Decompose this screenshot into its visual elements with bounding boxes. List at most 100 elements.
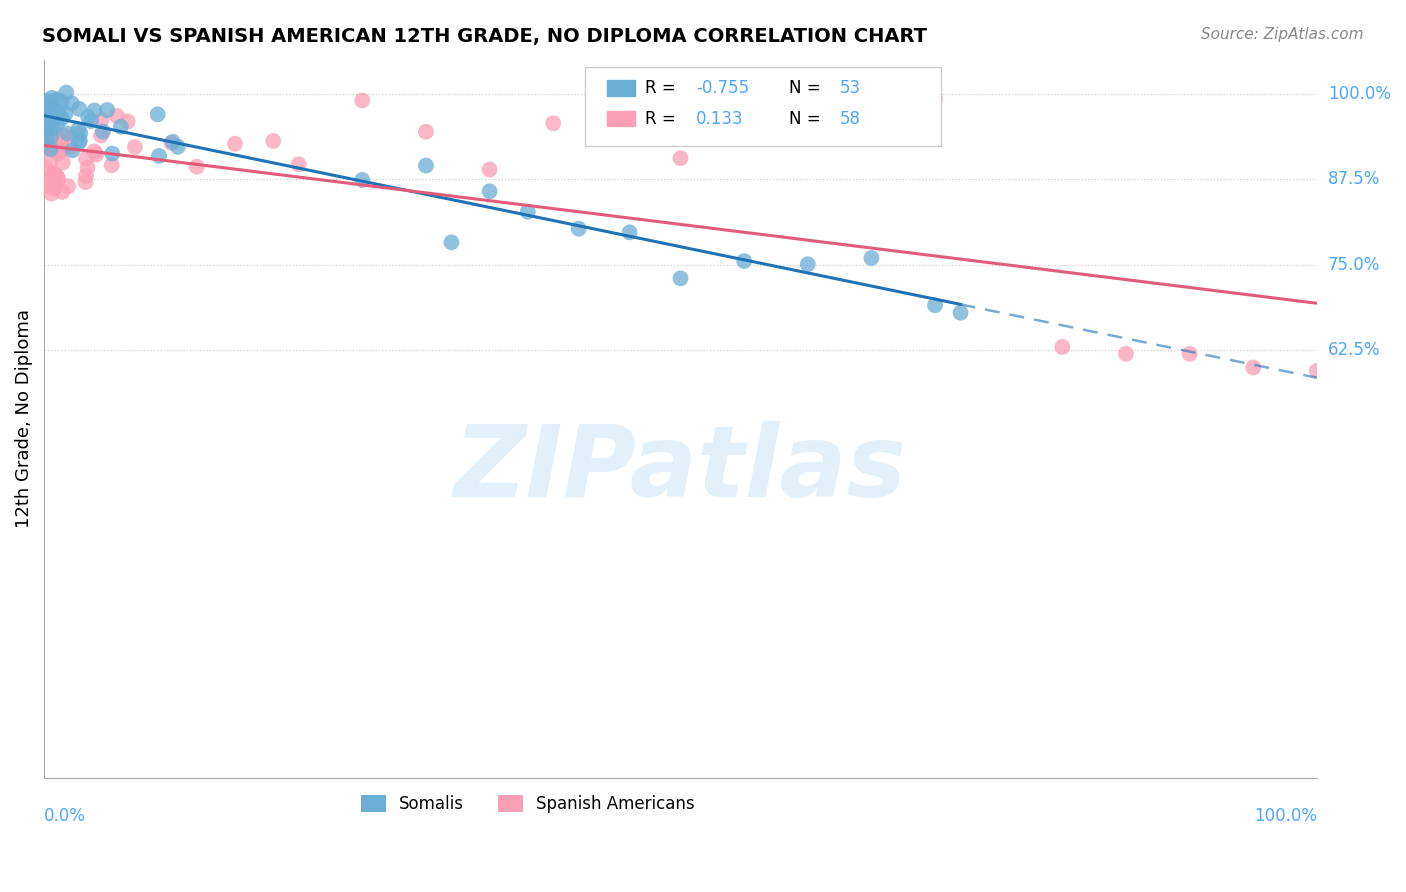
- Point: [63, 128, 86, 142]
- Point: [541, 116, 564, 130]
- Point: [76, 161, 98, 175]
- Point: [440, 235, 463, 250]
- Point: [117, 114, 139, 128]
- Point: [41, 103, 63, 118]
- Point: [34, 178, 56, 192]
- Text: -0.755: -0.755: [696, 79, 749, 97]
- Point: [669, 151, 692, 165]
- Text: 100.0%: 100.0%: [1254, 806, 1317, 825]
- Point: [46, 104, 69, 119]
- Text: SOMALI VS SPANISH AMERICAN 12TH GRADE, NO DIPLOMA CORRELATION CHART: SOMALI VS SPANISH AMERICAN 12TH GRADE, N…: [42, 27, 927, 45]
- Text: 0.133: 0.133: [696, 110, 744, 128]
- Point: [96, 103, 118, 117]
- Point: [90, 112, 112, 127]
- Text: R =: R =: [645, 79, 681, 97]
- Point: [51, 185, 73, 199]
- Point: [60, 96, 83, 111]
- Text: 100.0%: 100.0%: [1329, 85, 1391, 103]
- Point: [146, 107, 169, 121]
- Point: [52, 155, 75, 169]
- Point: [262, 134, 284, 148]
- Text: N =: N =: [789, 79, 825, 97]
- Point: [75, 152, 97, 166]
- Point: [287, 157, 309, 171]
- Point: [101, 146, 124, 161]
- Point: [39, 95, 62, 110]
- Point: [41, 91, 63, 105]
- Point: [39, 142, 62, 156]
- Point: [56, 179, 79, 194]
- Point: [38, 98, 60, 112]
- Point: [83, 145, 105, 159]
- Point: [797, 104, 820, 119]
- Point: [45, 169, 67, 184]
- Point: [797, 257, 820, 271]
- Point: [105, 109, 128, 123]
- Point: [619, 225, 641, 239]
- Point: [69, 134, 91, 148]
- Point: [733, 254, 755, 268]
- Point: [1178, 347, 1201, 361]
- Point: [516, 204, 538, 219]
- Text: 87.5%: 87.5%: [1329, 170, 1381, 188]
- Point: [51, 95, 73, 109]
- Point: [35, 111, 58, 125]
- Point: [75, 175, 97, 189]
- Point: [39, 129, 62, 144]
- Point: [56, 127, 79, 141]
- Point: [46, 171, 69, 186]
- Point: [186, 160, 208, 174]
- Point: [52, 128, 75, 143]
- Point: [77, 110, 100, 124]
- Text: Source: ZipAtlas.com: Source: ZipAtlas.com: [1201, 27, 1364, 42]
- Point: [42, 167, 65, 181]
- Point: [34, 141, 56, 155]
- Text: ZIPatlas: ZIPatlas: [454, 421, 907, 517]
- Point: [1306, 364, 1329, 378]
- Y-axis label: 12th Grade, No Diploma: 12th Grade, No Diploma: [15, 310, 32, 528]
- Point: [80, 114, 103, 128]
- Point: [83, 103, 105, 118]
- Point: [91, 125, 114, 139]
- Point: [39, 105, 62, 120]
- Point: [51, 136, 73, 150]
- Point: [55, 106, 77, 120]
- Bar: [606, 111, 634, 127]
- Point: [100, 158, 122, 172]
- Point: [924, 298, 946, 312]
- Point: [34, 110, 56, 124]
- Text: 62.5%: 62.5%: [1329, 342, 1381, 359]
- Point: [46, 92, 69, 106]
- Text: 75.0%: 75.0%: [1329, 256, 1381, 274]
- Point: [45, 178, 67, 192]
- Point: [67, 122, 90, 136]
- Point: [37, 119, 59, 133]
- Point: [1241, 360, 1264, 375]
- Point: [62, 143, 84, 157]
- Point: [860, 251, 883, 265]
- Point: [67, 102, 90, 116]
- Point: [86, 147, 108, 161]
- Point: [35, 94, 58, 108]
- Point: [924, 92, 946, 106]
- Point: [46, 117, 69, 131]
- Point: [669, 271, 692, 285]
- Point: [110, 120, 132, 134]
- Point: [42, 166, 65, 180]
- Point: [224, 136, 246, 151]
- Point: [415, 159, 437, 173]
- Point: [39, 154, 62, 169]
- Point: [352, 173, 374, 187]
- Point: [352, 94, 374, 108]
- Text: 0.0%: 0.0%: [44, 806, 86, 825]
- Point: [46, 146, 69, 161]
- Bar: [606, 80, 634, 96]
- Point: [38, 120, 60, 135]
- Point: [51, 112, 73, 126]
- Point: [162, 135, 184, 149]
- Point: [478, 162, 501, 177]
- Point: [41, 117, 63, 131]
- Point: [415, 125, 437, 139]
- Point: [90, 128, 112, 143]
- Point: [478, 184, 501, 198]
